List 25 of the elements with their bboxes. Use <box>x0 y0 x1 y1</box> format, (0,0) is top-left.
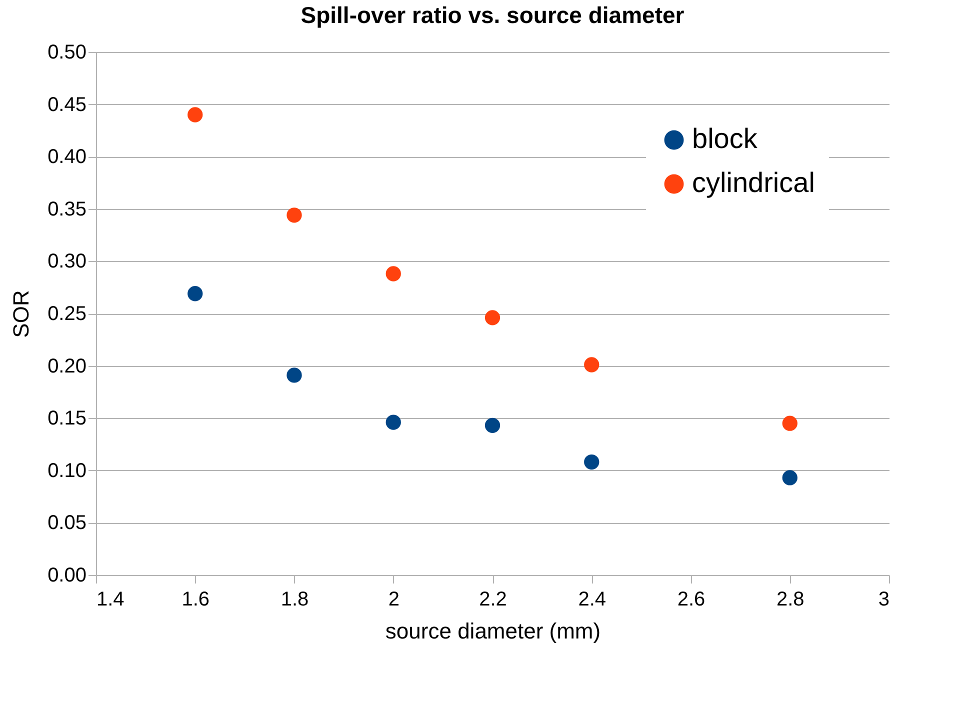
x-tick-label: 2.6 <box>677 588 706 610</box>
y-tick-label: 0.40 <box>48 146 86 168</box>
legend-label: cylindrical <box>692 167 815 198</box>
y-axis-title: SOR <box>8 290 34 338</box>
y-tick-label: 0.30 <box>48 250 86 273</box>
x-tick-label: 2.4 <box>578 588 606 610</box>
y-tick-label: 0.35 <box>48 198 86 220</box>
y-tick-label: 0.05 <box>48 512 86 534</box>
y-tick-label: 0.45 <box>48 94 86 116</box>
x-tick-label: 1.6 <box>182 588 210 610</box>
y-tick-label: 0.20 <box>48 355 86 378</box>
x-axis-title: source diameter (mm) <box>385 618 601 644</box>
x-tick-label: 2 <box>388 588 400 610</box>
x-tick-label: 1.4 <box>96 588 124 610</box>
y-tick-label: 0.10 <box>48 460 86 482</box>
x-tick-label: 2.8 <box>776 588 804 610</box>
legend-label: block <box>692 123 758 154</box>
y-tick-label: 0.25 <box>48 303 86 325</box>
y-tick-label: 0.15 <box>48 408 86 430</box>
x-tick-label: 2.2 <box>479 588 507 610</box>
y-tick-label: 0.00 <box>48 564 86 586</box>
x-tick-label: 3 <box>878 588 890 610</box>
chart-title: Spill-over ratio vs. source diameter <box>300 2 684 28</box>
x-tick-label: 1.8 <box>280 588 309 610</box>
y-tick-label: 0.50 <box>48 42 86 64</box>
